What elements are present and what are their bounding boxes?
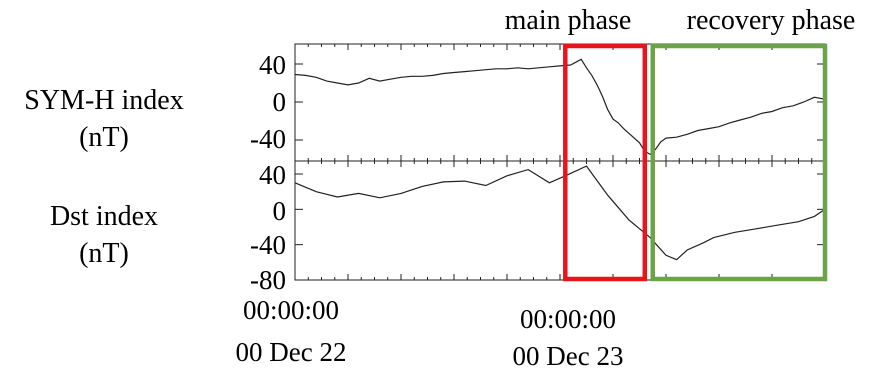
symh-ytick-label: 0 [273,87,287,117]
dst-ylabel-line1: Dst index [50,201,158,232]
dst-ytick-label: 0 [273,196,287,226]
symh-ytick-label: 40 [259,50,286,80]
symh-ytick-label: -40 [250,124,286,154]
xtick-time-label: 00:00:00 [520,304,616,334]
recovery-phase-box [650,43,828,282]
xtick-date-label: 00 Dec 22 [236,337,347,367]
recovery-phase-label: recovery phase [687,5,856,36]
main-phase-box [563,43,648,282]
symh-ylabel-line2: (nT) [79,122,129,153]
main-phase-label: main phase [505,5,632,36]
dst-ytick-label: -80 [250,265,286,295]
dst-panel-frame [294,160,826,281]
symh-ylabel-line1: SYM-H index [24,85,183,116]
dst-ytick-label: 40 [259,160,286,190]
dst-ytick-label: -40 [250,230,286,260]
dst-ylabel-line2: (nT) [79,238,129,269]
symh-series-line [294,58,826,156]
xtick-time-label: 00:00:00 [243,295,339,325]
dst-series-line [294,165,826,261]
symh-panel-frame [294,43,826,162]
xtick-date-label: 00 Dec 23 [513,341,624,371]
